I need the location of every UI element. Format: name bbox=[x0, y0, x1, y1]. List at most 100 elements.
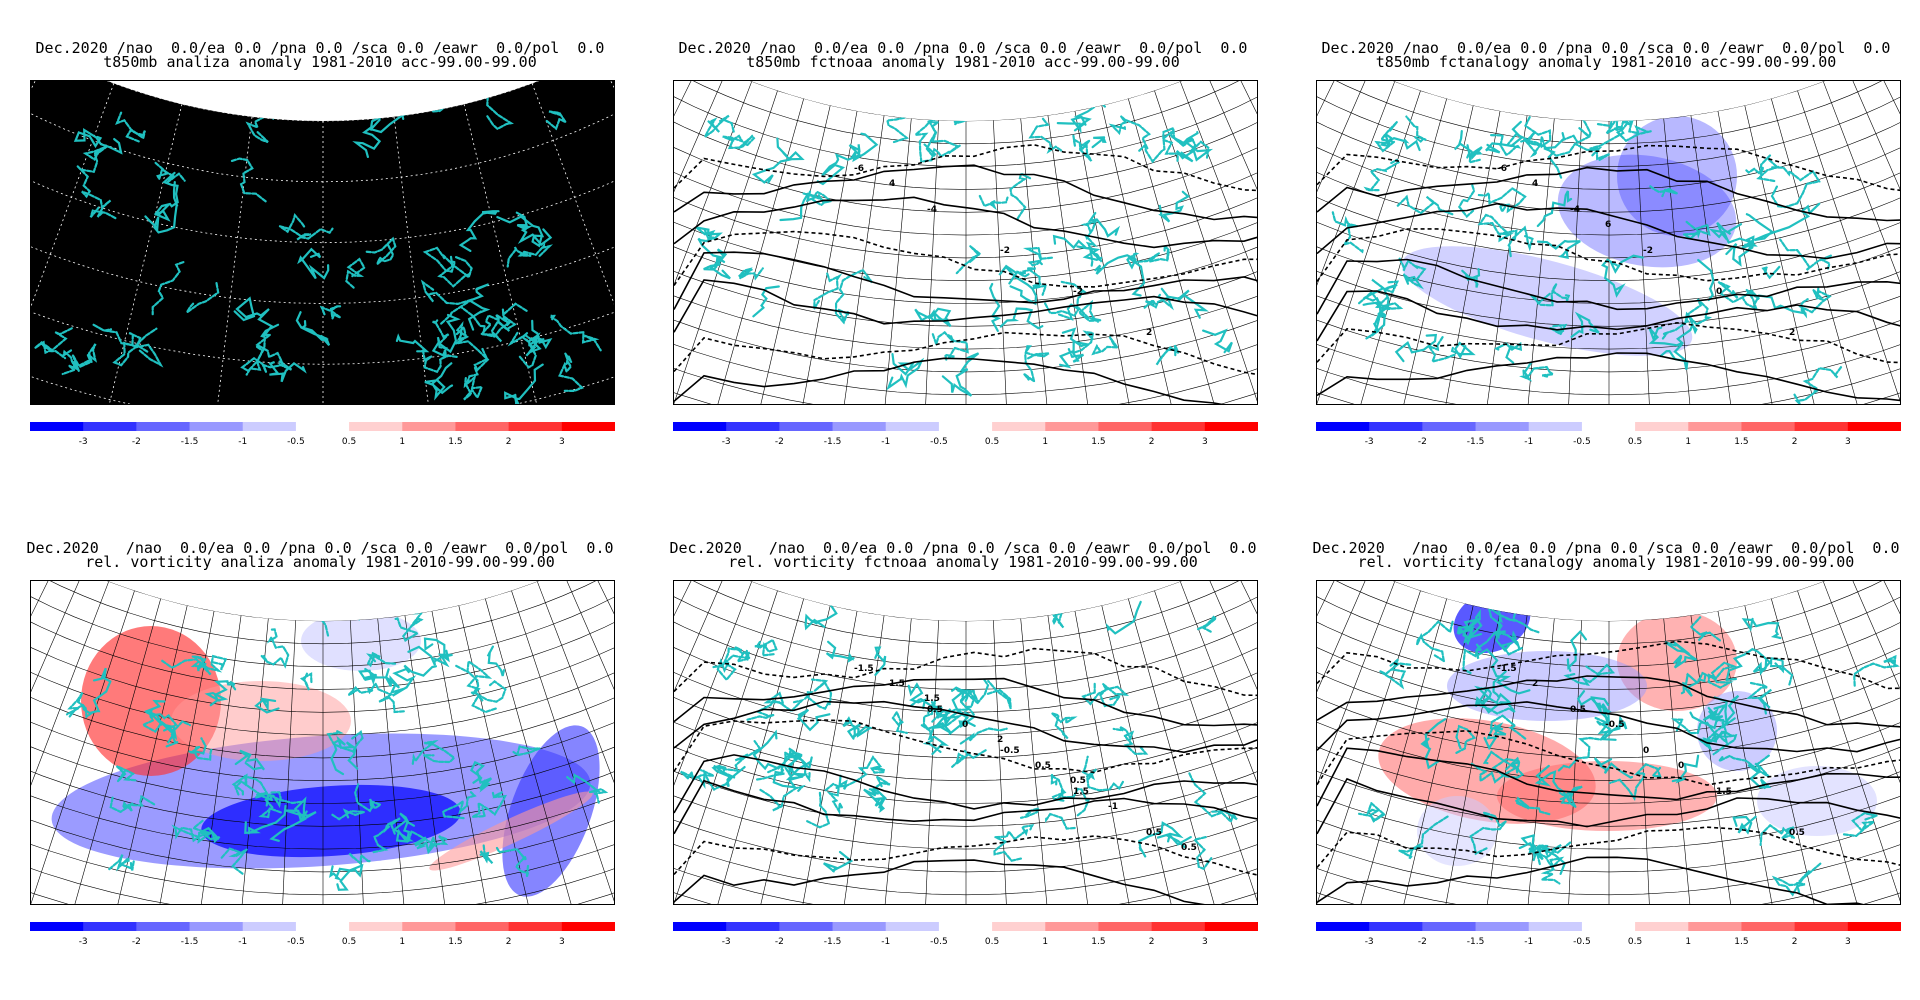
coastline bbox=[1394, 333, 1438, 363]
coastline bbox=[366, 651, 397, 668]
meridian bbox=[1205, 581, 1257, 904]
coastline bbox=[738, 267, 764, 281]
coastline bbox=[1771, 862, 1822, 897]
colorbar-tick-label: 1.5 bbox=[1734, 937, 1748, 947]
coastline bbox=[233, 296, 280, 338]
contour-line bbox=[1317, 640, 1900, 690]
colorbar-swatch bbox=[885, 922, 940, 931]
coastline bbox=[1045, 812, 1076, 830]
coastline bbox=[154, 161, 186, 184]
contour-line bbox=[1317, 747, 1900, 807]
coastline bbox=[159, 658, 212, 676]
colorbar-swatch bbox=[508, 422, 563, 431]
coastline bbox=[703, 255, 731, 280]
meridian bbox=[463, 104, 551, 404]
coastline bbox=[941, 352, 980, 397]
coastline bbox=[1415, 620, 1454, 663]
contour-label: 2 bbox=[1532, 679, 1538, 689]
map-frame bbox=[30, 80, 615, 405]
parallel bbox=[31, 581, 614, 622]
coastline bbox=[1455, 724, 1477, 754]
meridian bbox=[611, 581, 614, 868]
coastline bbox=[1072, 134, 1093, 162]
colorbar-swatch bbox=[673, 922, 727, 931]
parallel bbox=[1317, 631, 1900, 759]
colorbar-tick-label: 3 bbox=[1202, 437, 1208, 447]
coastline bbox=[550, 314, 602, 352]
contour-line bbox=[1317, 202, 1900, 260]
coastline bbox=[1405, 115, 1427, 143]
contour-line bbox=[674, 677, 1257, 727]
panel-vort-analiza: Dec.2020 /nao 0.0/ea 0.0 /pna 0.0 /sca 0… bbox=[20, 540, 620, 1000]
parallel bbox=[674, 207, 1257, 350]
meridian bbox=[674, 81, 702, 388]
coastline bbox=[1563, 663, 1616, 687]
colorbar-swatch bbox=[1422, 422, 1477, 431]
coastline bbox=[470, 760, 493, 793]
coastline bbox=[1661, 298, 1713, 340]
colorbar: -3 -2 -1.5 -1 -0.5 0.5 1 1.5 2 3 bbox=[30, 422, 615, 448]
coastline bbox=[421, 349, 458, 374]
coastline bbox=[1707, 706, 1738, 756]
colorbar-tick-label: 0.5 bbox=[1628, 437, 1642, 447]
colorbar-swatch bbox=[455, 422, 510, 431]
coastline bbox=[109, 794, 156, 814]
meridian bbox=[1848, 581, 1900, 904]
contour-label: -0.5 bbox=[1605, 720, 1625, 730]
coastline bbox=[441, 791, 477, 820]
panel-t850-fctnoaa: Dec.2020 /nao 0.0/ea 0.0 /pna 0.0 /sca 0… bbox=[663, 40, 1263, 500]
colorbar-swatch bbox=[349, 922, 403, 931]
colorbar-swatch bbox=[1635, 922, 1689, 931]
colorbar: -3 -2 -1.5 -1 -0.5 0.5 1 1.5 2 3 bbox=[673, 922, 1258, 948]
colorbar-tick-label: -3 bbox=[79, 437, 88, 447]
coastline bbox=[752, 285, 780, 318]
colorbar-swatch bbox=[832, 922, 887, 931]
coastline bbox=[1048, 772, 1065, 801]
contour-line bbox=[674, 859, 1257, 904]
coastline bbox=[1175, 131, 1214, 163]
contour-label: 0.5 bbox=[1570, 705, 1586, 715]
colorbar-swatch bbox=[1045, 922, 1099, 931]
coastline bbox=[268, 361, 307, 383]
meridian bbox=[1848, 81, 1900, 404]
contour-layer bbox=[1317, 144, 1900, 404]
colorbar-swatch bbox=[1581, 422, 1636, 431]
colorbar-svg: -3 -2 -1.5 -1 -0.5 0.5 1 1.5 2 3 bbox=[30, 422, 615, 447]
colorbar-tick-label: -1.5 bbox=[824, 937, 842, 947]
colorbar-svg: -3 -2 -1.5 -1 -0.5 0.5 1 1.5 2 3 bbox=[30, 922, 615, 947]
coastline bbox=[61, 349, 78, 376]
colorbar-svg: -3 -2 -1.5 -1 -0.5 0.5 1 1.5 2 3 bbox=[1316, 922, 1901, 947]
coastline bbox=[422, 246, 473, 280]
colorbar-svg: -3 -2 -1.5 -1 -0.5 0.5 1 1.5 2 3 bbox=[673, 922, 1258, 947]
coastline bbox=[1680, 220, 1711, 240]
coastline bbox=[73, 127, 123, 155]
coastline bbox=[1202, 328, 1233, 354]
colorbar-swatch bbox=[1794, 922, 1849, 931]
parallel bbox=[1317, 81, 1900, 167]
coastline bbox=[1091, 335, 1119, 356]
coastline bbox=[347, 681, 405, 714]
colorbar-swatch bbox=[402, 922, 456, 931]
contour-line bbox=[1317, 856, 1900, 904]
colorbar-swatch bbox=[189, 922, 244, 931]
colorbar-swatch bbox=[402, 422, 456, 431]
coastline bbox=[823, 850, 854, 873]
parallel bbox=[674, 81, 1257, 122]
coastline bbox=[697, 236, 728, 269]
coastline bbox=[566, 773, 609, 804]
coastline bbox=[1596, 109, 1643, 128]
parallel bbox=[1317, 226, 1900, 373]
coastline bbox=[1477, 187, 1527, 214]
colorbar-tick-label: 3 bbox=[559, 437, 565, 447]
coastline bbox=[867, 773, 891, 795]
colorbar-tick-label: -2 bbox=[132, 937, 141, 947]
coastline bbox=[454, 321, 490, 372]
coastline bbox=[772, 760, 812, 789]
coastline bbox=[779, 190, 820, 222]
meridian bbox=[1317, 581, 1345, 888]
contour-label: -4 bbox=[1570, 205, 1580, 215]
colorbar-swatch bbox=[832, 422, 887, 431]
colorbar-swatch bbox=[455, 922, 510, 931]
colorbar-tick-label: 0.5 bbox=[1628, 937, 1642, 947]
meridian bbox=[674, 581, 727, 904]
